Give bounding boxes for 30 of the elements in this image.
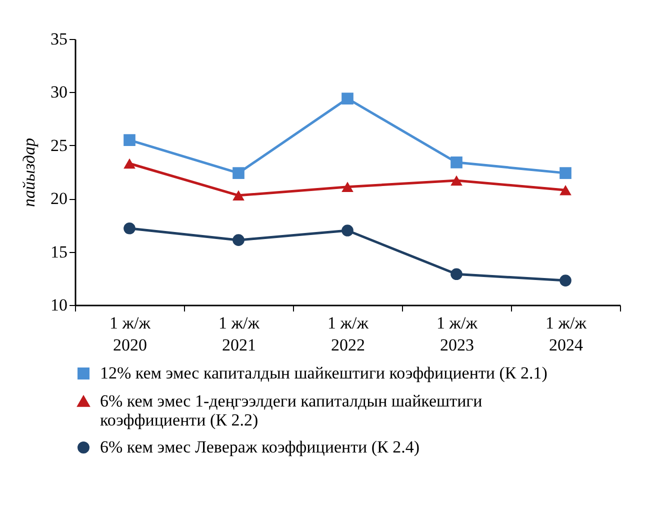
- point: [560, 274, 572, 286]
- point: [342, 224, 354, 236]
- point: [342, 92, 354, 104]
- x-tick-label: 1 ж/ж 2024: [546, 314, 587, 354]
- y-tick-label: 15: [50, 242, 68, 262]
- point: [450, 156, 462, 168]
- legend-label: 12% кем эмес капиталдын шайкештиги коэффициенти (К 2.1): [100, 364, 548, 382]
- point: [124, 158, 136, 169]
- point: [450, 268, 462, 280]
- y-tick-label: 20: [50, 189, 68, 208]
- point: [342, 182, 354, 192]
- y-axis-title: пайыздар: [20, 138, 38, 208]
- x-tick-label: 1 ж/ж 2022: [328, 314, 369, 354]
- point: [450, 175, 462, 186]
- point: [124, 222, 136, 234]
- y-tick-label: 10: [50, 296, 68, 314]
- x-tick-label: 1 ж/ж 2023: [436, 314, 478, 354]
- x-tick-label: 1 ж/ж 2021: [218, 314, 260, 354]
- x-tick-label: 1 ж/ж 2020: [110, 314, 151, 354]
- point: [232, 190, 244, 201]
- point: [560, 167, 572, 179]
- point: [232, 234, 244, 246]
- point: [232, 167, 244, 179]
- point: [560, 184, 572, 196]
- legend-label: 6% кем эмес 1-деңгээлдеги капиталдын шайкештиги коэффициенти (К 2.2): [100, 392, 482, 430]
- y-tick-label: 25: [50, 136, 68, 155]
- point: [124, 134, 136, 146]
- legend-label: 6% кем эмес Левераж коэффициенти (К 2.4): [100, 438, 420, 456]
- y-tick-label: 35: [50, 30, 68, 48]
- y-tick-label: 30: [50, 82, 68, 102]
